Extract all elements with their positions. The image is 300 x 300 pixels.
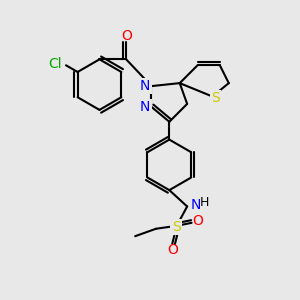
Text: H: H [200,196,209,209]
Text: Cl: Cl [48,57,61,71]
Text: S: S [172,220,181,234]
Text: O: O [121,29,132,43]
Text: S: S [211,91,220,105]
Text: O: O [167,243,178,256]
Text: O: O [192,214,203,228]
Text: N: N [190,198,201,212]
Text: N: N [140,79,150,93]
Text: N: N [140,100,150,114]
